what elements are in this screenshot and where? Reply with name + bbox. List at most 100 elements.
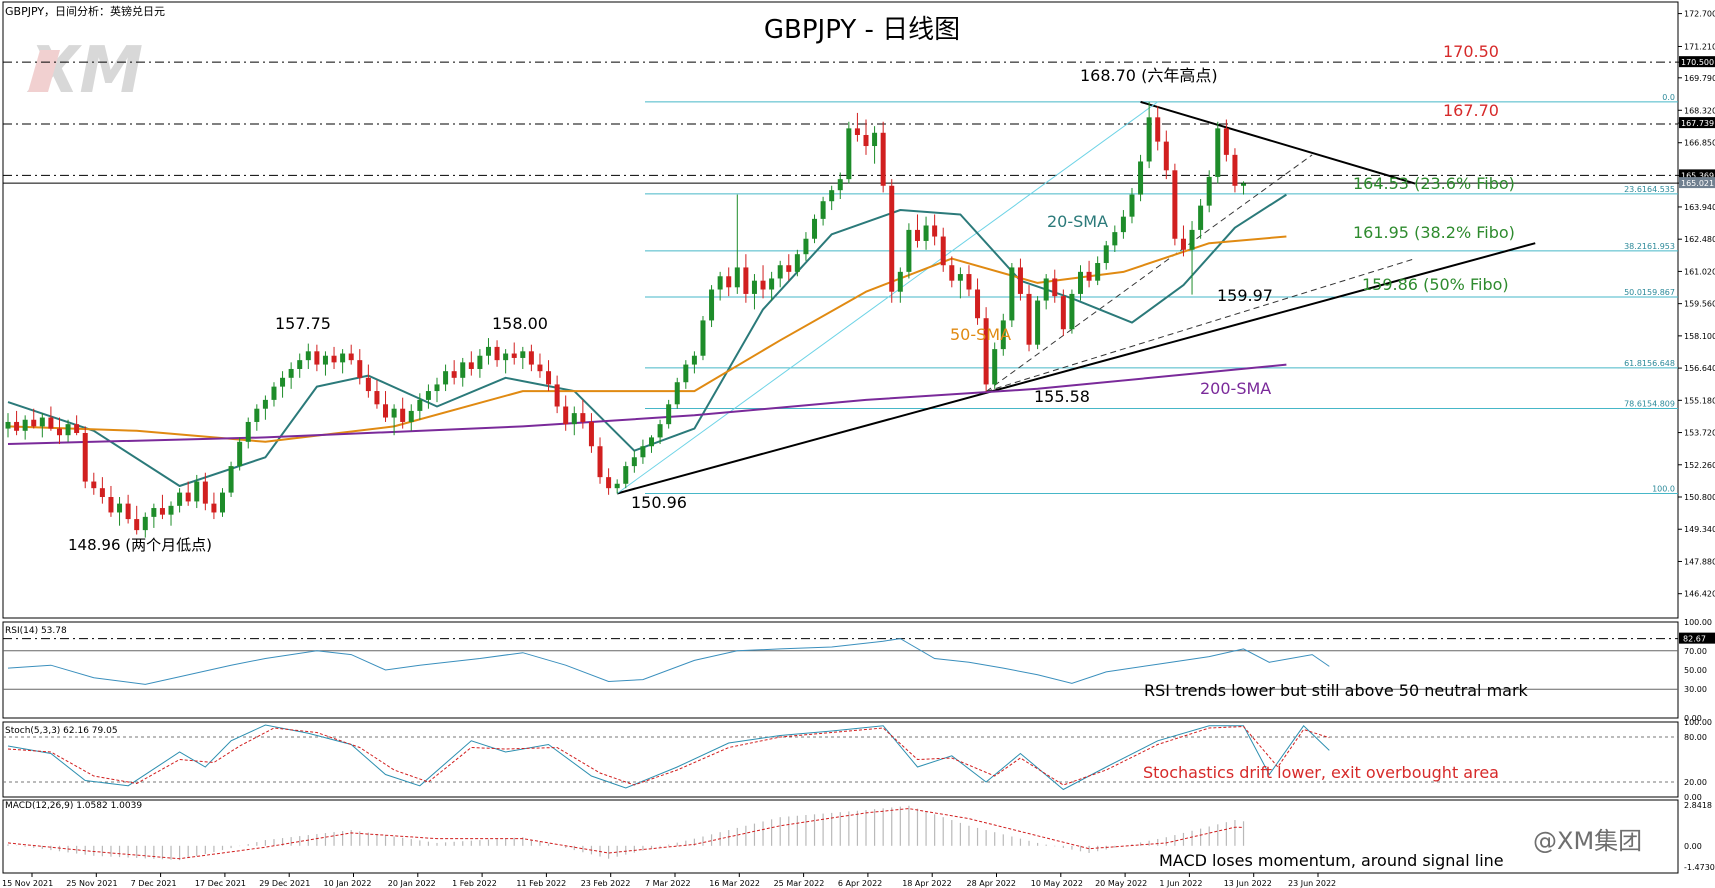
label-50-sma: 50-SMA (950, 325, 1011, 344)
candle-body (588, 421, 594, 447)
macd-signal-line (7, 808, 1244, 860)
candle-body (563, 406, 569, 425)
candle-body (228, 466, 234, 493)
candle-body (1103, 245, 1109, 264)
candle-body (168, 505, 174, 515)
time-axis-label: 20 May 2022 (1095, 879, 1147, 888)
candle-body (1215, 128, 1221, 177)
candle-body (288, 368, 294, 378)
candle-body (554, 384, 560, 407)
candle-body (914, 229, 920, 241)
candle-body (1198, 205, 1204, 230)
candle-body (1060, 296, 1066, 330)
candle-body (640, 446, 646, 458)
price-axis-label: 172.700 (1684, 10, 1715, 19)
price-axis-label: 152.260 (1684, 461, 1715, 470)
candle-body (666, 404, 672, 425)
main-plot-frame (2, 1, 1679, 619)
candle-body (734, 267, 740, 288)
candle-body (863, 134, 869, 147)
price-axis-label: 146.420 (1684, 590, 1715, 599)
label-fibo-50: 159.86 (50% Fibo) (1362, 275, 1509, 294)
time-axis-label: 25 Mar 2022 (774, 879, 825, 888)
macd-axis-label: 0.00 (1684, 842, 1702, 851)
candle-body (271, 386, 277, 400)
candle-body (297, 360, 303, 369)
label-148-96-low: 148.96 (两个月低点) (68, 536, 212, 554)
time-axis-label: 23 Feb 2022 (581, 879, 631, 888)
trendline (616, 101, 1159, 494)
candle-body (1086, 271, 1092, 281)
candle-body (657, 424, 663, 438)
candle-body (777, 265, 783, 279)
candle-body (683, 364, 689, 383)
candle-body (108, 497, 114, 513)
candle-body (485, 346, 491, 356)
candle-body (580, 413, 586, 422)
candle-body (314, 351, 320, 365)
candle-body (39, 417, 45, 427)
time-axis-label: 13 Jun 2022 (1224, 879, 1272, 888)
candle-body (1155, 117, 1161, 142)
moving-average-line (7, 363, 1287, 445)
candle-body (400, 408, 406, 422)
candle-body (854, 128, 860, 135)
candle-body (760, 280, 766, 290)
candle-body (434, 384, 440, 392)
rsi-axis-label: 30.00 (1684, 685, 1707, 694)
fibonacci-level-label: 78.6154.809 (1624, 399, 1675, 408)
candle-body (623, 466, 629, 484)
candle-body (1035, 300, 1041, 345)
candle-body (331, 355, 337, 363)
price-axis-label: 153.720 (1684, 429, 1715, 438)
macd-axis-label: 2.8418 (1684, 801, 1712, 810)
candle-body (975, 289, 981, 319)
candle-body (1189, 229, 1195, 250)
time-axis-label: 6 Apr 2022 (838, 879, 882, 888)
stoch-label: Stoch(5,3,3) 62.16 79.05 (5, 726, 118, 736)
candle-body (417, 399, 423, 411)
candle-body (74, 424, 80, 433)
candle-body (606, 477, 612, 489)
fibonacci-level-label: 0.0 (1662, 93, 1675, 102)
price-axis-label: 161.020 (1684, 267, 1715, 276)
candle-body (983, 318, 989, 385)
candle-body (82, 432, 88, 482)
candle-body (254, 408, 260, 422)
label-158-00: 158.00 (492, 314, 548, 333)
price-axis-label: 171.210 (1684, 42, 1715, 51)
time-axis-label: 11 Feb 2022 (516, 879, 566, 888)
time-axis-label: 1 Jun 2022 (1159, 879, 1202, 888)
candle-body (571, 413, 577, 425)
candle-body (99, 488, 105, 498)
time-axis-label: 7 Dec 2021 (131, 879, 177, 888)
candle-body (503, 353, 509, 361)
label-155-58: 155.58 (1034, 387, 1090, 406)
macd-axis-label: -1.4730 (1684, 863, 1715, 872)
candle-body (1078, 271, 1083, 294)
candle-body (1069, 293, 1075, 330)
candle-body (262, 399, 268, 409)
time-axis-label: 25 Nov 2021 (66, 879, 117, 888)
rsi-tag-text: 82.67 (1683, 635, 1706, 644)
time-axis-label: 23 Jun 2022 (1288, 879, 1336, 888)
label-fibo-38-2: 161.95 (38.2% Fibo) (1353, 223, 1515, 242)
price-axis-label: 158.100 (1684, 332, 1715, 341)
candle-body (142, 516, 148, 531)
price-axis-label: 155.180 (1684, 396, 1715, 405)
candle-body (1052, 278, 1058, 297)
rsi-line (7, 638, 1330, 685)
candle-body (117, 503, 123, 513)
time-axis-label: 16 Mar 2022 (709, 879, 760, 888)
rsi-axis-label: 0.00 (1684, 714, 1702, 723)
candle-body (1129, 194, 1135, 217)
fibonacci-level-label: 100.0 (1652, 484, 1675, 493)
candle-body (125, 503, 131, 520)
candle-body (348, 353, 354, 361)
candle-body (1206, 176, 1212, 206)
candle-body (468, 362, 474, 369)
candle-body (546, 371, 552, 385)
candle-body (1232, 154, 1238, 186)
candle-body (889, 185, 895, 292)
price-tag-box (1679, 117, 1715, 129)
